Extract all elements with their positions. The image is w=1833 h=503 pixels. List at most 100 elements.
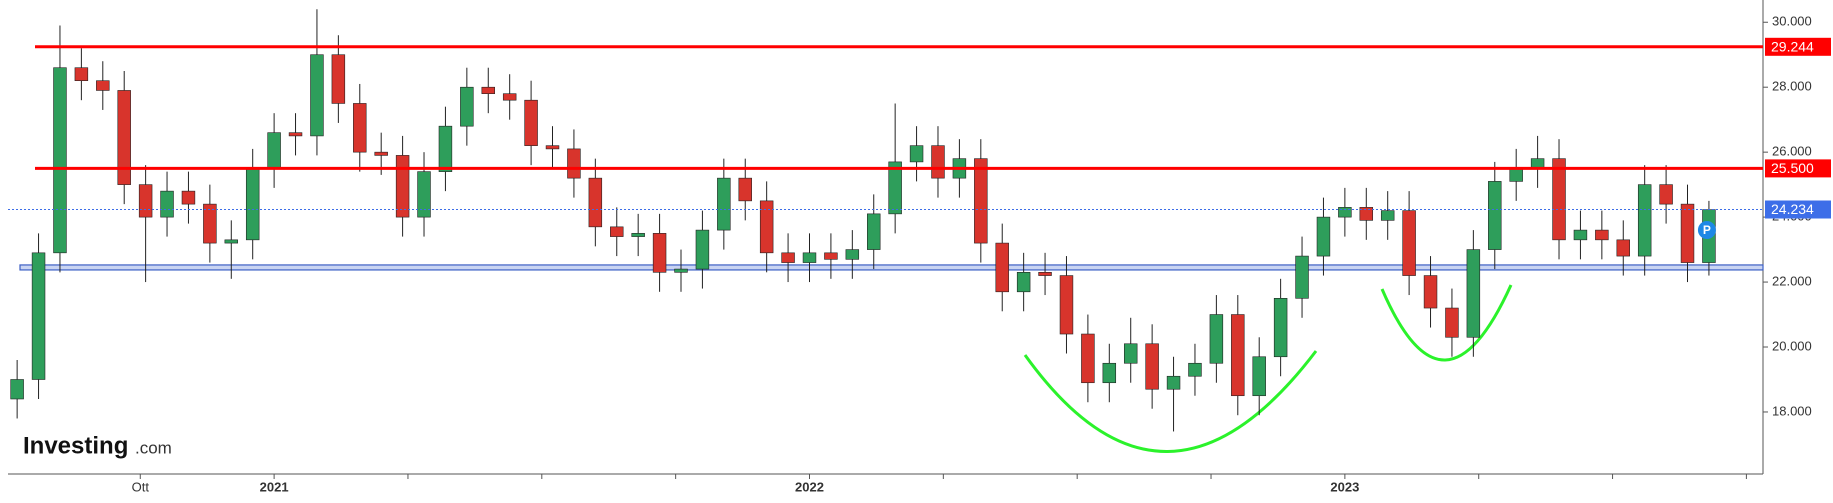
candle-body <box>802 252 817 263</box>
x-tick-label: 2023 <box>1330 479 1359 494</box>
candle-body <box>1659 184 1673 205</box>
pattern-curve <box>1380 284 1513 362</box>
candle-body <box>1488 181 1502 250</box>
candle-body <box>717 177 731 231</box>
candle-body <box>1595 229 1609 241</box>
candle-body <box>224 239 239 244</box>
candle-body <box>759 200 774 254</box>
candle-body <box>481 86 495 94</box>
x-tick-label: 2021 <box>260 479 289 494</box>
candle-body <box>567 148 581 179</box>
price-level-label: 29.244 <box>1771 39 1814 55</box>
candle-body <box>1016 272 1031 293</box>
candle-body <box>845 249 860 260</box>
candle-body <box>1616 239 1630 257</box>
candle-body <box>1295 255 1309 299</box>
candle-body <box>10 379 24 400</box>
price-level-label: 24.234 <box>1771 201 1814 217</box>
candle-body <box>1338 207 1352 218</box>
candle-body <box>695 229 710 270</box>
price-level-tag <box>1765 37 1831 56</box>
candle-body <box>1252 356 1266 397</box>
candle-body <box>1466 249 1481 338</box>
candle-body <box>1509 168 1523 182</box>
candle-body <box>824 252 838 260</box>
y-tick-label: 20.000 <box>1772 338 1812 353</box>
candle-body <box>1231 314 1245 397</box>
candle-body <box>1038 272 1052 276</box>
candle-body <box>867 213 881 250</box>
candle-body <box>138 184 153 218</box>
x-tick-label: 2022 <box>795 479 824 494</box>
candle-body <box>181 190 196 205</box>
candle-body <box>53 67 67 254</box>
candle-body <box>310 54 324 137</box>
candle-body <box>502 93 517 101</box>
candle-body <box>1145 343 1159 390</box>
logo-name: Investing <box>23 432 128 459</box>
candle-body <box>974 158 988 244</box>
pattern-curve <box>1023 350 1318 453</box>
candle-body <box>160 190 174 218</box>
candle-body <box>1423 275 1438 309</box>
candle-body <box>1552 158 1566 241</box>
marker-label: P <box>1703 223 1711 237</box>
candle-body <box>1316 216 1331 257</box>
candle-body <box>1359 207 1374 221</box>
price-level-tag <box>1765 159 1831 178</box>
candle-body <box>288 132 303 137</box>
candle-body <box>74 67 89 82</box>
candle-body <box>1445 307 1459 338</box>
candle-body <box>1380 210 1395 221</box>
candle-body <box>1402 210 1416 276</box>
price-level-tag <box>1765 200 1831 219</box>
candle-body <box>545 145 560 150</box>
candle-body <box>438 125 453 172</box>
candle-body <box>524 99 538 146</box>
marker-icon <box>1697 221 1716 239</box>
y-tick-label: 30.000 <box>1772 14 1812 29</box>
candle-body <box>417 171 431 218</box>
candle-body <box>203 203 217 244</box>
candle-body <box>374 151 388 156</box>
candle-body <box>31 252 46 380</box>
candle-body <box>1081 333 1095 384</box>
candle-body <box>1102 362 1117 384</box>
y-tick-label: 26.000 <box>1772 144 1812 159</box>
candle-body <box>631 233 645 237</box>
candle-body <box>1273 298 1288 358</box>
candle-body <box>117 90 131 185</box>
candle-body <box>931 145 945 179</box>
candle-body <box>1188 362 1202 377</box>
candle-body <box>1637 184 1652 257</box>
candle-body <box>96 80 110 91</box>
candle-body <box>909 145 924 163</box>
candle-body <box>781 252 795 263</box>
candle-body <box>331 54 346 104</box>
y-tick-label: 28.000 <box>1772 79 1812 94</box>
candle-body <box>610 226 624 237</box>
candle-body <box>1166 375 1181 390</box>
candle-body <box>674 268 688 273</box>
candle-body <box>245 168 260 241</box>
candle-body <box>460 86 474 127</box>
candle-body <box>995 242 1009 293</box>
y-tick-label: 22.000 <box>1772 273 1812 288</box>
logo-suffix: .com <box>135 438 172 457</box>
support-band <box>19 264 1764 271</box>
price-level-label: 25.500 <box>1771 160 1814 176</box>
candle-body <box>1680 203 1695 263</box>
candle-body <box>652 233 667 273</box>
candle-body <box>1573 229 1588 241</box>
candle-body <box>738 177 752 202</box>
candle-body <box>1123 343 1138 364</box>
y-tick-label: 18.000 <box>1772 403 1812 418</box>
candle-body <box>395 155 410 218</box>
candle-body <box>588 177 603 228</box>
candle-body <box>353 103 367 153</box>
candle-body <box>1209 314 1224 364</box>
candle-body <box>1059 275 1074 335</box>
x-tick-label: Ott <box>132 479 150 494</box>
candle-body <box>888 161 902 215</box>
